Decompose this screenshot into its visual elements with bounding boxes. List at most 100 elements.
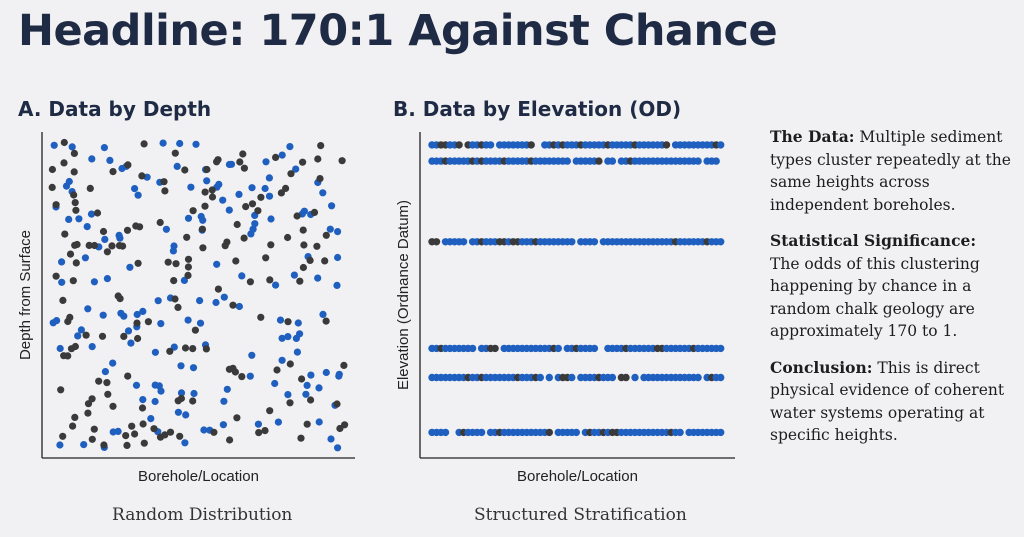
data-point-blue xyxy=(459,238,468,246)
data-point-dark xyxy=(124,161,132,169)
data-point-dark xyxy=(132,222,140,230)
data-point-blue xyxy=(154,297,162,305)
data-point-blue xyxy=(261,184,269,193)
data-point-blue xyxy=(254,420,262,428)
data-point-blue xyxy=(196,319,205,327)
data-point-dark xyxy=(57,386,65,394)
data-point-blue xyxy=(220,397,228,405)
data-point-blue xyxy=(272,281,280,289)
data-point-blue xyxy=(101,235,109,243)
sidebar-data-label: The Data: xyxy=(770,127,855,146)
data-point-dark xyxy=(99,227,108,236)
data-point-dark xyxy=(299,226,307,234)
x-axis-label: Borehole/Location xyxy=(138,468,259,485)
data-point-dark xyxy=(67,345,76,353)
x-axis-label: Borehole/Location xyxy=(517,468,638,485)
data-point-dark xyxy=(527,141,535,149)
data-point-dark xyxy=(123,226,132,234)
data-point-dark xyxy=(282,184,290,192)
data-point-blue xyxy=(334,444,342,452)
data-point-dark xyxy=(171,149,179,157)
data-point-blue xyxy=(84,305,92,313)
data-point-blue xyxy=(74,332,82,340)
data-point-blue xyxy=(314,274,322,282)
data-point-blue xyxy=(292,165,300,173)
data-point-dark xyxy=(70,149,78,157)
data-point-dark xyxy=(266,276,274,284)
data-point-blue xyxy=(223,385,231,393)
data-point-blue xyxy=(315,418,323,426)
data-point-blue xyxy=(192,140,200,148)
data-point-blue xyxy=(290,271,298,279)
data-point-blue xyxy=(477,428,486,437)
data-point-blue xyxy=(88,343,96,351)
data-point-dark xyxy=(95,377,103,385)
data-point-blue xyxy=(177,389,186,397)
data-point-blue xyxy=(139,307,147,315)
data-point-dark xyxy=(103,379,111,387)
data-point-dark xyxy=(82,331,90,339)
data-point-dark xyxy=(287,170,295,178)
data-point-dark xyxy=(150,425,158,433)
data-point-dark xyxy=(66,250,75,258)
data-point-blue xyxy=(717,428,725,437)
data-point-dark xyxy=(183,233,191,241)
data-point-blue xyxy=(327,435,335,443)
data-point-blue xyxy=(127,339,135,347)
data-point-dark xyxy=(69,277,77,285)
data-point-blue xyxy=(139,396,147,404)
data-point-blue xyxy=(99,311,107,319)
data-point-dark xyxy=(52,272,60,280)
data-point-blue xyxy=(115,231,123,239)
data-point-blue xyxy=(162,225,170,233)
data-point-dark xyxy=(189,207,197,215)
panel-a-title: A. Data by Depth xyxy=(18,97,212,121)
data-point-blue xyxy=(151,348,159,356)
data-point-blue xyxy=(568,373,576,382)
data-point-dark xyxy=(122,432,130,440)
sidebar-significance-text: The odds of this clustering happening by… xyxy=(770,254,980,341)
data-point-blue xyxy=(293,348,301,356)
data-point-blue xyxy=(58,278,66,286)
data-point-blue xyxy=(151,397,159,406)
data-point-dark xyxy=(262,254,270,262)
data-point-dark xyxy=(266,407,274,415)
data-point-dark xyxy=(221,242,229,250)
data-point-dark xyxy=(84,409,92,417)
data-point-dark xyxy=(128,422,136,430)
data-point-dark xyxy=(248,200,257,208)
data-point-blue xyxy=(536,373,544,382)
data-point-dark xyxy=(72,259,80,267)
data-point-dark xyxy=(229,301,237,309)
data-point-dark xyxy=(100,441,108,449)
data-point-blue xyxy=(717,344,725,353)
data-point-dark xyxy=(171,295,179,303)
data-point-dark xyxy=(277,189,285,197)
data-point-dark xyxy=(293,212,301,220)
data-point-blue xyxy=(199,216,207,224)
data-point-blue xyxy=(101,368,109,376)
data-point-dark xyxy=(242,203,250,211)
data-point-dark xyxy=(120,332,128,340)
data-point-blue xyxy=(50,141,58,149)
data-point-blue xyxy=(58,258,66,266)
data-point-blue xyxy=(80,441,88,449)
data-point-blue xyxy=(302,390,310,398)
data-point-dark xyxy=(622,373,630,382)
data-point-blue xyxy=(303,381,311,389)
data-point-dark xyxy=(333,400,341,408)
data-point-dark xyxy=(71,199,79,207)
data-point-blue xyxy=(608,157,617,165)
data-point-dark xyxy=(184,271,192,279)
data-point-dark xyxy=(189,397,197,405)
data-point-dark xyxy=(303,420,311,428)
data-point-blue xyxy=(265,174,273,182)
data-point-blue xyxy=(235,190,243,198)
data-point-dark xyxy=(257,313,265,321)
data-point-dark xyxy=(166,347,174,355)
data-point-dark xyxy=(233,220,241,229)
data-point-dark xyxy=(156,218,164,227)
data-point-dark xyxy=(71,413,79,421)
data-point-dark xyxy=(432,238,441,246)
data-point-blue xyxy=(319,310,327,318)
